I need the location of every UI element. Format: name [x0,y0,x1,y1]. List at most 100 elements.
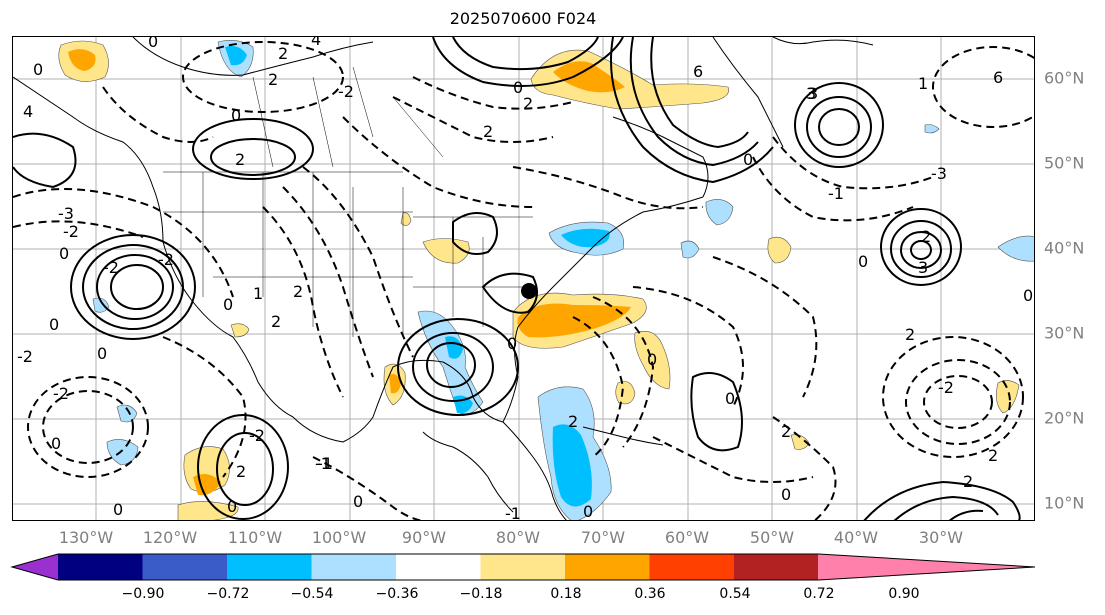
state-borders [163,66,533,337]
lat-label: 30°N [1044,323,1085,343]
contour-label: 3 [808,84,818,103]
contour-label: 6 [693,62,703,81]
colorbar-tick: 0.18 [550,586,582,602]
colorbar-tick: −0.72 [206,586,250,602]
contour-label: 0 [223,295,233,314]
contour-label: -1 [505,504,521,521]
colorbar-extend-min [12,554,59,580]
contour-label: 0 [781,485,791,504]
contour-label: 0 [583,502,593,521]
contour-label: 0 [97,344,107,363]
contour-label: -2 [249,426,265,445]
contour-label: -1 [828,184,844,203]
contour-label: -2 [103,258,119,277]
map-panel: 0 4 2 0 3 6 6 2 -2 2 0 2 4 -3 -2 0 2 -2 … [12,36,1035,521]
lon-label: 60°W [664,528,710,547]
contour-label: 0 [507,334,517,353]
contour-label: -3 [931,164,947,183]
contour-label: 0 [725,389,735,408]
contour-label: 0 [59,244,69,263]
contour-label: 0 [513,78,523,97]
contour-label: 0 [113,500,123,519]
contour-label: 2 [236,462,246,481]
contour-label: 2 [568,412,578,431]
contour-label: 2 [523,94,533,113]
contour-label: 0 [743,150,753,169]
lon-label: 110°W [227,528,283,547]
lon-label: 80°W [495,528,541,547]
contour-label: -2 [17,347,33,366]
solid-contours [13,37,1021,520]
colorbar-segment [649,554,735,580]
contour-label: 0 [858,252,868,271]
colorbar-tick: 0.36 [634,586,666,602]
map-title: 2025070600 F024 [449,9,597,28]
contour-label: 2 [905,325,915,344]
lat-label: 20°N [1044,408,1085,428]
colorbar-tick: 0.72 [803,586,835,602]
lon-label: 100°W [311,528,367,547]
location-marker [521,283,537,299]
contour-label: 2 [268,70,278,89]
colorbar-segment [480,554,566,580]
colorbar-tick: −0.18 [459,586,503,602]
map-canvas: 0 4 2 0 3 6 6 2 -2 2 0 2 4 -3 -2 0 2 -2 … [13,37,1034,521]
lat-label: 60°N [1044,68,1085,88]
colorbar-tick: 0.54 [719,586,751,602]
contour-label: 0 [231,106,241,125]
contour-label: 2 [271,312,281,331]
contour-label: 4 [311,37,321,49]
colorbar-outline [10,553,1036,581]
contour-label: 0 [51,434,61,453]
colorbar-tick: 0.90 [888,586,920,602]
contour-label: -1 [317,454,333,473]
coastlines [13,37,874,520]
lat-label: 10°N [1044,493,1085,513]
contour-label: 0 [647,350,657,369]
contour-label: -1 [315,454,331,473]
contour-label: -2 [158,250,174,269]
contour-label: -2 [53,384,69,403]
contour-label: 0 [227,497,237,516]
colorbar-segment [734,554,820,580]
colorbar-segment [227,554,313,580]
contour-label: 0 [49,315,59,334]
colorbar-segment [142,554,228,580]
colorbar-segment [311,554,397,580]
colorbar-segments [10,553,1036,581]
contour-label: 2 [963,472,973,491]
colorbar-tick: −0.90 [121,586,165,602]
colorbar-segment [58,554,144,580]
lon-label: 120°W [142,528,198,547]
contour-label: 0 [33,60,43,79]
lon-label: 50°W [749,528,795,547]
lon-label: 70°W [580,528,626,547]
colorbar-segment [565,554,651,580]
contour-label: 2 [921,227,931,246]
colorbar-segment [396,554,482,580]
contour-label: 2 [293,282,303,301]
lon-label: 30°W [918,528,964,547]
contour-label: 0 [148,37,158,51]
contour-label: 3 [918,258,928,277]
contour-label: 0 [353,492,363,511]
contour-label: -3 [58,204,74,223]
contour-label: 1 [253,284,263,303]
contour-label: 4 [23,102,33,121]
contour-label: -2 [938,378,954,397]
contour-label: 0 [1023,286,1033,305]
contour-label: -2 [338,82,354,101]
contour-label: 1 [918,74,928,93]
contour-label: 2 [988,446,998,465]
dashed-contours [13,41,1034,520]
lat-label: 40°N [1044,238,1085,258]
colorbar-extend-max [818,554,1035,580]
lon-label: 90°W [401,528,447,547]
contour-label: 2 [235,150,245,169]
lon-label: 40°W [833,528,879,547]
colorbar-tick: −0.36 [375,586,419,602]
contour-label: -2 [63,222,79,241]
colorbar-tick: −0.54 [290,586,334,602]
lat-label: 50°N [1044,153,1085,173]
contour-label: 3 [806,84,816,103]
